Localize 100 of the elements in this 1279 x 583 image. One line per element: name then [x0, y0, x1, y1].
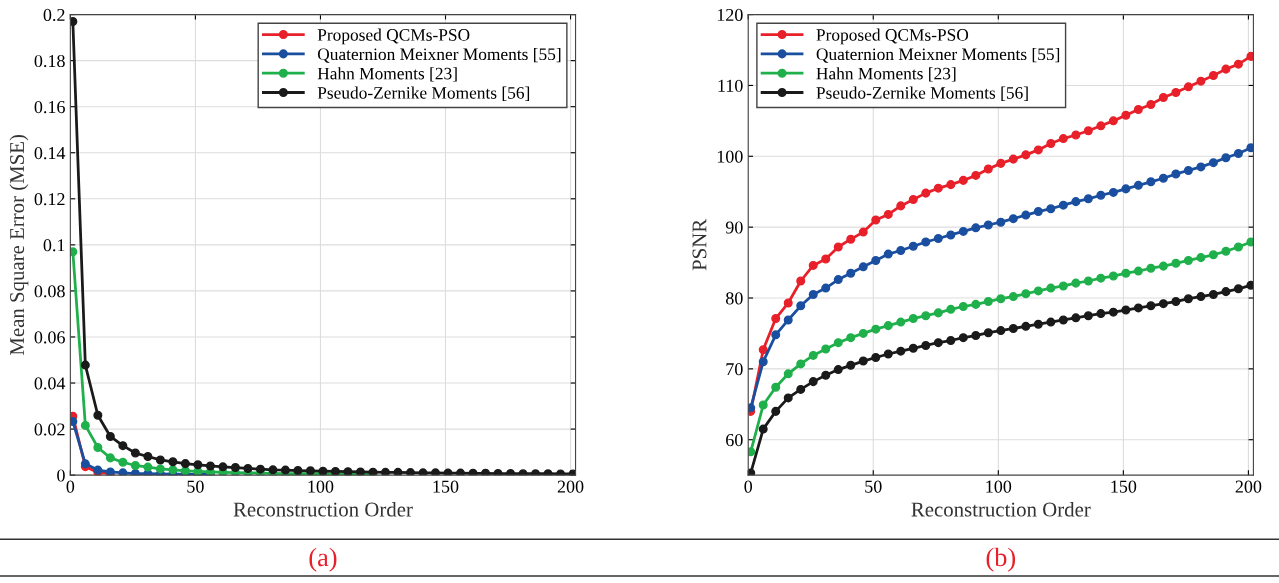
point [168, 465, 178, 475]
point [908, 241, 918, 251]
point [1058, 315, 1068, 325]
y-tick-label: 70 [726, 363, 743, 376]
point [1008, 323, 1018, 333]
point [771, 330, 781, 340]
point [1133, 303, 1143, 313]
x-axis-title: Reconstruction Order [911, 501, 1091, 517]
point [143, 451, 153, 462]
x-tick-label: 200 [557, 480, 584, 493]
point [783, 298, 793, 308]
point [105, 453, 115, 463]
legend-label: Hahn Moments [23] [816, 67, 956, 82]
text: (a) [309, 547, 337, 572]
point [796, 276, 806, 286]
point [568, 469, 576, 476]
y-axis-title: Mean Square Error (MSE) [9, 134, 29, 356]
point [871, 353, 881, 363]
point [748, 447, 756, 457]
point [983, 297, 993, 307]
point [1233, 284, 1243, 294]
point [255, 464, 265, 474]
point [1196, 76, 1206, 86]
point [883, 249, 893, 259]
point [846, 333, 856, 343]
point [971, 299, 981, 309]
point [1108, 307, 1118, 317]
point [1108, 187, 1118, 197]
point [1021, 210, 1031, 220]
point [1171, 169, 1181, 179]
point [1183, 165, 1193, 175]
point [933, 338, 943, 348]
point [821, 283, 831, 293]
point [1146, 263, 1156, 273]
point [946, 180, 956, 190]
y-tick-label: 0.1 [43, 239, 65, 252]
point [1046, 139, 1056, 149]
y-tick-label: 0 [57, 469, 65, 482]
point [1083, 276, 1093, 286]
point [1008, 154, 1018, 164]
point [205, 461, 215, 471]
point [443, 468, 453, 476]
point [983, 220, 993, 230]
point [1083, 126, 1093, 136]
point [70, 416, 78, 427]
point [70, 247, 78, 257]
y-tick-label: 0.16 [34, 100, 65, 114]
y-tick-label: 0.04 [34, 377, 66, 390]
point [70, 16, 78, 26]
point [933, 183, 943, 193]
point [1121, 184, 1131, 194]
point [958, 333, 968, 343]
x-tick-label: 100 [308, 480, 334, 493]
point [883, 321, 893, 331]
point [958, 226, 968, 236]
point [758, 345, 768, 355]
point [808, 260, 818, 270]
point [883, 349, 893, 359]
point [1108, 116, 1118, 126]
point [921, 340, 931, 350]
point [933, 233, 943, 243]
point [758, 400, 768, 410]
point [1221, 64, 1231, 74]
point [771, 314, 781, 324]
legend-label: Quaternion Meixner Moments [55] [816, 47, 1060, 63]
point [908, 194, 918, 205]
point [858, 356, 868, 366]
point [1021, 289, 1031, 299]
x-tick-label: 0 [744, 480, 753, 493]
point [1196, 162, 1206, 172]
point [1208, 158, 1218, 168]
point [80, 360, 90, 370]
point [946, 230, 956, 240]
point [858, 227, 868, 237]
point [1071, 197, 1081, 207]
point [1108, 271, 1118, 281]
point [921, 188, 931, 198]
point [808, 350, 818, 360]
point [1033, 286, 1043, 296]
point [1246, 237, 1254, 247]
x-tick-label: 100 [986, 480, 1012, 493]
y-tick-label: 0.06 [34, 331, 65, 344]
x-tick-label: 50 [865, 480, 882, 493]
point [1046, 317, 1056, 327]
y-tick-label: 0.18 [34, 54, 65, 68]
point [971, 331, 981, 341]
y-tick-label: 90 [725, 221, 743, 234]
point [1208, 289, 1218, 299]
point [833, 242, 843, 252]
point [1083, 194, 1093, 204]
point [1033, 207, 1043, 217]
x-tick-label: 200 [1235, 480, 1262, 493]
point [105, 431, 115, 441]
point [871, 255, 881, 265]
y-tick-label: 0.14 [34, 147, 66, 160]
point [1146, 100, 1156, 110]
point [1058, 134, 1068, 144]
point [1171, 297, 1181, 307]
point [118, 441, 128, 451]
point [1208, 70, 1218, 81]
